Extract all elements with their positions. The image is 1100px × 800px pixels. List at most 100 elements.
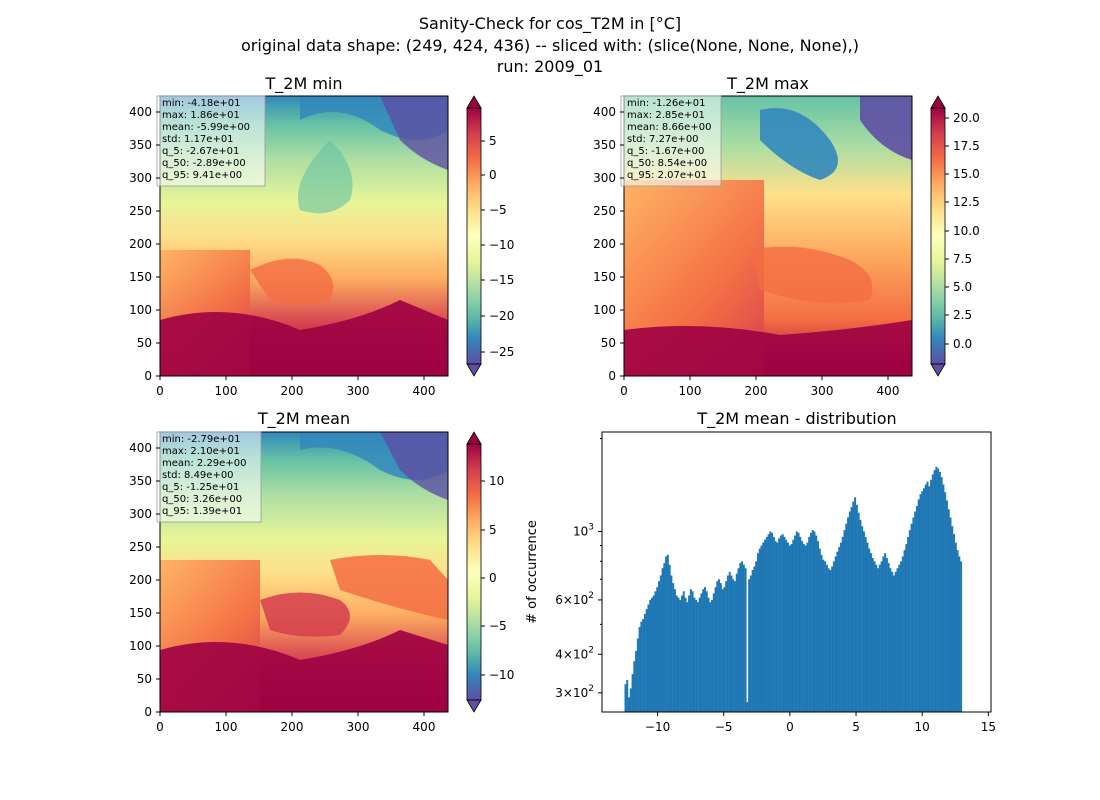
histogram-bar xyxy=(679,599,682,712)
colorbar-tick-label: −10 xyxy=(489,238,514,252)
histogram-bar xyxy=(900,561,903,712)
x-ticks: 0 100 200 300 400 xyxy=(156,376,435,398)
histogram-bar xyxy=(910,523,913,712)
stats-box: min: -2.79e+01 max: 2.10e+01 mean: 2.29e… xyxy=(156,431,262,523)
histogram-bar xyxy=(871,558,874,712)
y-tick-label: 200 xyxy=(129,573,152,587)
histogram-bar xyxy=(868,548,871,712)
y-tick-label: 200 xyxy=(593,237,616,251)
histogram-bar xyxy=(847,517,850,712)
y-tick-label: 250 xyxy=(593,204,616,218)
histogram-bar xyxy=(707,597,710,712)
histogram-bar xyxy=(751,570,754,712)
histogram-bar xyxy=(907,536,910,712)
histogram-bar xyxy=(919,494,922,712)
x-tick-label: 0 xyxy=(786,720,794,734)
histogram-bar xyxy=(917,499,920,712)
histogram-bar xyxy=(633,661,636,712)
histogram-bar xyxy=(809,532,812,712)
x-tick-label: 400 xyxy=(413,720,436,734)
histogram-bar xyxy=(795,531,798,712)
histogram-bar xyxy=(771,532,774,712)
y-tick-label: 400 xyxy=(129,105,152,119)
figure-title-line-3: run: 2009_01 xyxy=(497,57,603,77)
histogram-bar xyxy=(940,477,943,712)
histogram-bar xyxy=(820,554,823,712)
histogram-bar xyxy=(732,579,735,712)
colorbar-tick-label: −5 xyxy=(489,203,507,217)
histogram-bar xyxy=(923,488,925,712)
histogram-bar xyxy=(670,575,673,712)
histogram-bar xyxy=(658,581,661,712)
x-tick-label: 400 xyxy=(877,384,900,398)
histogram-bar xyxy=(682,591,685,712)
y-tick-label: 103 xyxy=(573,522,594,538)
histogram-bar xyxy=(643,614,646,712)
y-ticks: 3×102 4×102 6×102 103 xyxy=(555,438,602,700)
x-tick-label: 300 xyxy=(811,384,834,398)
histogram-bar xyxy=(953,534,956,712)
histogram-bar xyxy=(645,609,648,712)
y-tick-label: 100 xyxy=(593,303,616,317)
colorbar-tick-label: −25 xyxy=(489,345,514,359)
histogram-bar xyxy=(827,568,830,712)
histogram-bar xyxy=(926,481,929,712)
histogram-bar xyxy=(839,542,842,712)
histogram-bar xyxy=(931,474,934,712)
x-tick-label: 100 xyxy=(215,384,238,398)
y-tick-label: 50 xyxy=(601,336,616,350)
stat-line: std: 7.27e+00 xyxy=(627,134,699,145)
stat-line: q_5: -1.25e+01 xyxy=(162,482,239,493)
stat-line: max: 1.86e+01 xyxy=(162,110,240,121)
histogram-bar xyxy=(841,536,844,712)
x-tick-label: 300 xyxy=(347,384,370,398)
histogram-bar xyxy=(885,558,888,712)
histogram-bar xyxy=(848,511,851,712)
histogram-bar xyxy=(912,517,915,712)
histogram-bar xyxy=(884,553,887,712)
histogram-bar xyxy=(908,530,911,712)
histogram-bar xyxy=(937,468,940,712)
histogram-bar xyxy=(873,561,876,712)
histogram-bar xyxy=(788,545,791,712)
histogram-bar xyxy=(709,602,712,712)
colorbar-tick-label: 10 xyxy=(489,474,504,488)
colorbar-tick-label: 5 xyxy=(489,523,497,537)
stats-box: min: -4.18e+01 max: 1.86e+01 mean: -5.99… xyxy=(156,95,266,187)
y-tick-label: 250 xyxy=(129,540,152,554)
histogram-bar xyxy=(855,504,858,712)
y-tick-label: 6×102 xyxy=(555,591,594,607)
histogram-bar xyxy=(896,568,899,712)
histogram-bar xyxy=(668,564,671,712)
histogram-bar xyxy=(689,589,692,712)
stat-line: min: -1.26e+01 xyxy=(627,98,706,109)
stat-line: q_95: 9.41e+00 xyxy=(162,170,242,181)
histogram-bar xyxy=(739,563,742,712)
histogram-bar xyxy=(801,541,804,712)
histogram-bar xyxy=(866,542,869,712)
histogram-bar xyxy=(730,575,733,712)
histogram-bar xyxy=(781,534,784,712)
colorbar-tick-label: 5.0 xyxy=(953,280,972,294)
y-tick-label: 0 xyxy=(608,369,616,383)
histogram-bar xyxy=(787,542,789,712)
histogram-bar xyxy=(688,595,691,712)
panel-title: T_2M max xyxy=(726,74,809,94)
histogram-bar xyxy=(945,500,948,712)
histogram-bar xyxy=(661,568,664,712)
colorbar-tick-label: 0 xyxy=(489,168,497,182)
x-tick-label: 200 xyxy=(281,720,304,734)
stat-line: q_50: 8.54e+00 xyxy=(627,158,707,169)
histogram-bar xyxy=(746,702,749,712)
y-tick-label: 400 xyxy=(593,105,616,119)
colorbar: 20.0 17.5 15.0 12.5 10.0 7.5 5.0 2.5 0.0 xyxy=(930,95,980,377)
colorbar-tick-label: 15.0 xyxy=(953,167,980,181)
histogram-bar xyxy=(882,556,885,712)
histogram-bar xyxy=(891,571,894,712)
histogram-bar xyxy=(640,621,643,712)
histogram-bar xyxy=(629,688,632,712)
histogram-bar xyxy=(762,542,765,712)
y-tick-label: 100 xyxy=(129,639,152,653)
histogram-bar xyxy=(889,568,892,712)
histogram-bar xyxy=(901,556,904,712)
